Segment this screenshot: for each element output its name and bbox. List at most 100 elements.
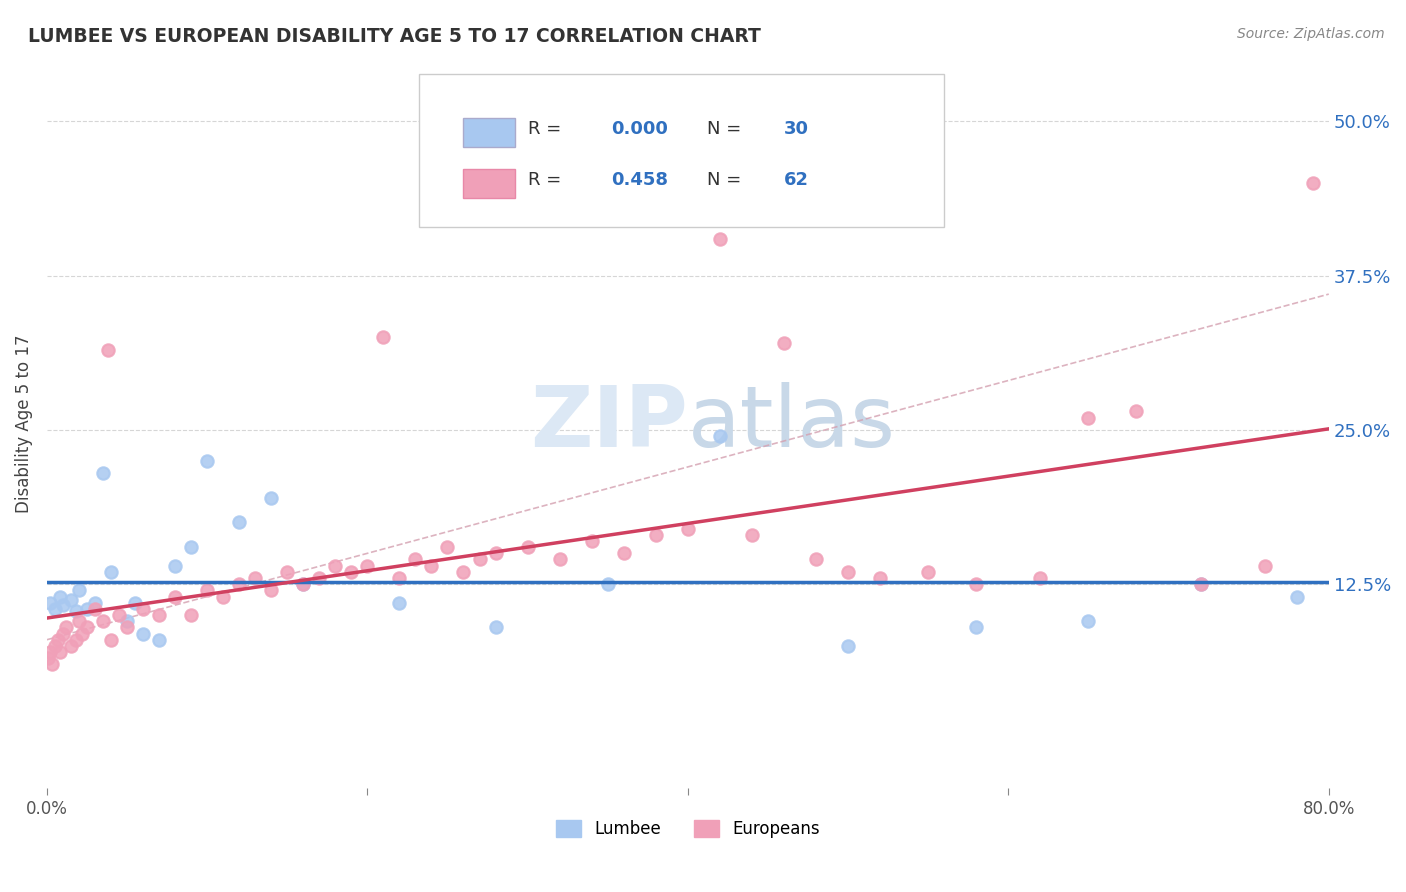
Text: R =: R = bbox=[527, 120, 567, 137]
FancyBboxPatch shape bbox=[464, 118, 515, 147]
Point bbox=[115, 620, 138, 634]
Point bbox=[323, 558, 346, 573]
Point bbox=[581, 533, 603, 548]
Point bbox=[76, 602, 98, 616]
Text: 30: 30 bbox=[785, 120, 808, 137]
Point bbox=[773, 336, 796, 351]
Text: atlas: atlas bbox=[688, 382, 896, 466]
Text: N =: N = bbox=[707, 120, 747, 137]
Point bbox=[165, 590, 187, 604]
Point bbox=[260, 583, 283, 598]
Point bbox=[91, 614, 114, 628]
Point bbox=[228, 577, 250, 591]
Point bbox=[115, 614, 138, 628]
Point bbox=[965, 577, 987, 591]
Point bbox=[453, 565, 475, 579]
Point bbox=[132, 626, 155, 640]
Point bbox=[436, 540, 458, 554]
Point bbox=[741, 528, 763, 542]
Point bbox=[67, 583, 90, 598]
Text: 0.000: 0.000 bbox=[612, 120, 668, 137]
Point bbox=[65, 604, 87, 618]
Point bbox=[804, 552, 827, 566]
Point bbox=[59, 639, 82, 653]
Point bbox=[516, 540, 538, 554]
Point bbox=[837, 565, 859, 579]
Point bbox=[1125, 404, 1147, 418]
Point bbox=[1253, 558, 1275, 573]
Point bbox=[165, 558, 187, 573]
Point bbox=[1285, 590, 1308, 604]
Point bbox=[100, 632, 122, 647]
Point bbox=[100, 565, 122, 579]
Point bbox=[148, 608, 170, 623]
Point bbox=[292, 577, 315, 591]
Point bbox=[195, 583, 218, 598]
Point bbox=[44, 602, 66, 616]
Point bbox=[388, 596, 411, 610]
Point bbox=[613, 546, 636, 560]
Point bbox=[70, 626, 93, 640]
Point bbox=[41, 657, 63, 672]
Point bbox=[84, 596, 107, 610]
Point bbox=[596, 577, 619, 591]
Point bbox=[67, 614, 90, 628]
Point bbox=[340, 565, 363, 579]
Point bbox=[484, 546, 506, 560]
Point bbox=[484, 620, 506, 634]
Point bbox=[917, 565, 939, 579]
Point bbox=[292, 577, 315, 591]
Point bbox=[59, 593, 82, 607]
Point bbox=[44, 639, 66, 653]
Point bbox=[468, 552, 491, 566]
Point bbox=[965, 620, 987, 634]
Text: 62: 62 bbox=[785, 170, 808, 189]
Text: LUMBEE VS EUROPEAN DISABILITY AGE 5 TO 17 CORRELATION CHART: LUMBEE VS EUROPEAN DISABILITY AGE 5 TO 1… bbox=[28, 27, 761, 45]
Text: ZIP: ZIP bbox=[530, 382, 688, 466]
Point bbox=[65, 632, 87, 647]
Point bbox=[48, 590, 70, 604]
Text: N =: N = bbox=[707, 170, 747, 189]
Point bbox=[1077, 614, 1099, 628]
FancyBboxPatch shape bbox=[419, 74, 945, 227]
Point bbox=[356, 558, 378, 573]
Point bbox=[1189, 577, 1212, 591]
Point bbox=[1189, 577, 1212, 591]
Point bbox=[837, 639, 859, 653]
Point bbox=[212, 590, 235, 604]
Point bbox=[1029, 571, 1052, 585]
Point bbox=[276, 565, 298, 579]
Point bbox=[195, 454, 218, 468]
Text: 0.458: 0.458 bbox=[612, 170, 668, 189]
FancyBboxPatch shape bbox=[464, 169, 515, 198]
Point bbox=[48, 645, 70, 659]
Point bbox=[76, 620, 98, 634]
Text: R =: R = bbox=[527, 170, 567, 189]
Point bbox=[420, 558, 443, 573]
Point bbox=[39, 596, 62, 610]
Point bbox=[46, 632, 69, 647]
Point bbox=[1077, 410, 1099, 425]
Point bbox=[1302, 176, 1324, 190]
Point bbox=[37, 651, 59, 665]
Legend: Lumbee, Europeans: Lumbee, Europeans bbox=[548, 814, 827, 845]
Point bbox=[709, 429, 731, 443]
Point bbox=[84, 602, 107, 616]
Y-axis label: Disability Age 5 to 17: Disability Age 5 to 17 bbox=[15, 334, 32, 513]
Point bbox=[388, 571, 411, 585]
Point bbox=[245, 571, 267, 585]
Point bbox=[308, 571, 330, 585]
Point bbox=[97, 343, 120, 357]
Point bbox=[55, 620, 77, 634]
Point bbox=[260, 491, 283, 505]
Point bbox=[709, 231, 731, 245]
Point bbox=[148, 632, 170, 647]
Point bbox=[52, 598, 75, 612]
Point bbox=[108, 608, 131, 623]
Point bbox=[373, 330, 395, 344]
Point bbox=[39, 645, 62, 659]
Point bbox=[180, 540, 202, 554]
Point bbox=[676, 522, 699, 536]
Point bbox=[548, 552, 571, 566]
Point bbox=[91, 466, 114, 480]
